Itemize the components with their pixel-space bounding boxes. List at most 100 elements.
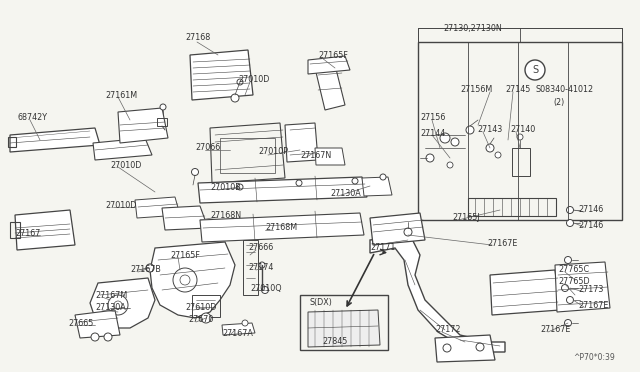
Text: 27167N: 27167N [300,151,332,160]
Bar [468,198,556,216]
Circle shape [404,228,412,236]
Text: 27610D: 27610D [185,304,216,312]
Circle shape [561,285,568,292]
Circle shape [443,344,451,352]
Circle shape [160,104,166,110]
Text: 27010B: 27010B [210,183,241,192]
Circle shape [180,275,190,285]
Text: 27168: 27168 [185,33,211,42]
Circle shape [517,134,523,140]
Polygon shape [15,210,75,250]
Circle shape [231,94,239,102]
Text: 27140: 27140 [510,125,535,135]
Text: 27143: 27143 [477,125,502,135]
Polygon shape [490,270,560,315]
Polygon shape [198,177,367,203]
Polygon shape [315,148,345,165]
Circle shape [259,262,265,268]
Circle shape [525,60,545,80]
Text: 27066: 27066 [195,144,220,153]
Circle shape [296,180,302,186]
Bar [418,42,622,220]
Polygon shape [162,206,208,230]
Text: 27165F: 27165F [318,51,348,60]
Text: 27130A: 27130A [330,189,361,198]
Text: 27670: 27670 [188,315,213,324]
Circle shape [564,257,572,263]
Polygon shape [315,65,345,110]
Text: 27172: 27172 [435,326,461,334]
Text: 27145: 27145 [505,86,531,94]
Circle shape [191,169,198,176]
Bar [10,222,20,238]
Text: 27168M: 27168M [265,224,297,232]
Polygon shape [370,235,505,352]
Polygon shape [285,123,318,162]
Text: 27665: 27665 [68,318,93,327]
Text: 27666: 27666 [248,244,273,253]
Text: 27167A: 27167A [222,328,253,337]
Polygon shape [222,323,255,335]
Circle shape [466,126,474,134]
Text: 27765C: 27765C [558,266,589,275]
Circle shape [447,162,453,168]
Polygon shape [200,213,364,242]
Circle shape [486,144,494,152]
Circle shape [564,320,572,327]
Text: 27156M: 27156M [460,86,492,94]
Polygon shape [555,262,610,312]
Polygon shape [308,56,350,74]
Circle shape [237,184,243,190]
Text: ^P70*0:39: ^P70*0:39 [573,353,615,362]
Text: 27010P: 27010P [258,148,288,157]
Polygon shape [190,50,253,100]
Polygon shape [10,128,100,152]
Text: S(DX): S(DX) [310,298,333,307]
Circle shape [242,320,248,326]
Text: 27165J: 27165J [452,214,479,222]
Circle shape [173,268,197,292]
Bar [512,148,530,176]
Text: 27845: 27845 [322,337,348,346]
Text: S: S [532,65,538,75]
Text: 27167B: 27167B [130,266,161,275]
Circle shape [104,333,112,341]
Circle shape [440,133,450,143]
Text: 27161M: 27161M [105,90,137,99]
Polygon shape [435,335,495,362]
Bar [192,295,220,317]
Bar [243,240,258,295]
Text: 27173: 27173 [578,285,604,295]
Bar [157,118,167,126]
Polygon shape [308,310,380,347]
Circle shape [380,174,386,180]
Text: 27144: 27144 [420,128,445,138]
Text: 27130A: 27130A [95,304,125,312]
Text: 27167M: 27167M [95,291,127,299]
Circle shape [108,295,128,315]
Circle shape [495,152,501,158]
Bar [300,295,388,350]
Text: 27167E: 27167E [540,326,570,334]
Text: 27010D: 27010D [110,160,141,170]
Text: 27010D: 27010D [105,201,136,209]
Text: 27146: 27146 [578,205,604,215]
Circle shape [566,296,573,304]
Polygon shape [135,197,180,218]
Text: 27167E: 27167E [487,238,517,247]
Text: 27167: 27167 [15,228,40,237]
Polygon shape [75,310,120,338]
Polygon shape [150,242,235,318]
Circle shape [114,301,122,309]
Circle shape [476,343,484,351]
Bar [220,138,275,173]
Text: 68742Y: 68742Y [18,113,48,122]
Circle shape [451,138,459,146]
Text: 27174: 27174 [248,263,273,273]
Polygon shape [90,278,155,328]
Text: 27156: 27156 [420,113,445,122]
Circle shape [566,219,573,227]
Text: 27765D: 27765D [558,278,589,286]
Text: 27165F: 27165F [170,250,200,260]
Polygon shape [118,108,168,143]
